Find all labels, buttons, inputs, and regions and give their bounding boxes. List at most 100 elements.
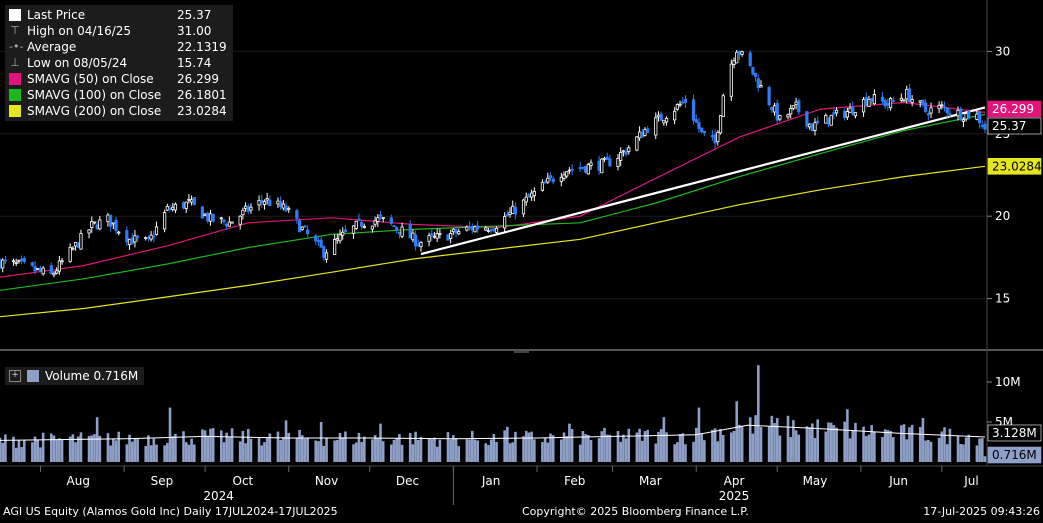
- volume-bar: [438, 439, 442, 462]
- candle-body: [17, 259, 21, 262]
- candle-body: [570, 168, 574, 171]
- volume-bar: [945, 444, 949, 462]
- legend-marker-icon: ⊤: [10, 24, 20, 37]
- volume-bar: [306, 438, 309, 462]
- volume-bar: [924, 440, 927, 462]
- expand-toggle-icon[interactable]: +: [9, 370, 21, 382]
- volume-bar: [201, 429, 204, 462]
- volume-bar: [678, 434, 682, 462]
- legend-row: SMAVG (100) on Close 26.1801: [9, 87, 227, 103]
- candle-body: [243, 205, 248, 209]
- volume-bar: [511, 442, 515, 462]
- candle-body: [362, 226, 366, 228]
- volume-bar: [174, 433, 177, 462]
- volume-bar: [363, 436, 366, 462]
- volume-bar: [902, 424, 906, 462]
- volume-bar: [870, 425, 873, 462]
- candle-body: [106, 214, 110, 222]
- volume-bar: [112, 438, 115, 462]
- volume-bar: [163, 445, 166, 462]
- volume-bar: [608, 434, 612, 462]
- candle-body: [297, 220, 302, 233]
- candle-body: [241, 209, 245, 216]
- volume-bar: [835, 427, 838, 462]
- moving-averages: [0, 101, 986, 318]
- volume-bar: [738, 424, 741, 462]
- candle-body: [79, 233, 83, 250]
- volume-bar: [152, 438, 156, 462]
- candle-body: [211, 213, 215, 222]
- candle-body: [716, 131, 720, 143]
- volume-bar: [476, 440, 479, 462]
- candle-body: [505, 214, 509, 217]
- volume-bar: [433, 437, 436, 462]
- volume-bar: [748, 417, 752, 462]
- candle-body: [959, 108, 963, 121]
- volume-bar: [786, 415, 790, 462]
- volume-bar: [319, 422, 323, 462]
- candle-body: [87, 229, 91, 234]
- candle-body: [826, 117, 831, 124]
- volume-bar: [60, 439, 64, 462]
- volume-bar: [416, 440, 420, 462]
- volume-bar: [303, 438, 307, 462]
- month-label: Jun: [888, 474, 908, 488]
- volume-bar: [287, 432, 291, 462]
- volume-bar: [225, 432, 228, 462]
- legend-swatch: [9, 9, 21, 21]
- year-label: 2025: [719, 489, 750, 503]
- volume-bar: [962, 444, 965, 462]
- candle-body: [797, 100, 801, 113]
- volume-bar: [190, 438, 193, 462]
- volume-bar: [414, 431, 417, 462]
- volume-bar: [109, 445, 112, 462]
- volume-bar: [219, 430, 223, 462]
- candle-body: [230, 221, 234, 224]
- legend-swatch: [9, 105, 21, 117]
- volume-bar: [379, 423, 382, 462]
- volume-bar: [792, 420, 795, 462]
- candle-body: [486, 230, 491, 232]
- candle-body: [635, 136, 639, 151]
- volume-bar: [52, 435, 56, 462]
- volume-bar: [597, 438, 601, 462]
- candle-body: [605, 156, 609, 160]
- candle-body: [559, 176, 563, 182]
- legend-value: 26.1801: [177, 88, 227, 102]
- legend-row: Last Price 25.37: [9, 7, 227, 23]
- candle-body: [662, 119, 666, 124]
- volume-bar: [508, 443, 512, 462]
- month-label: Jul: [963, 474, 978, 488]
- volume-bar: [147, 435, 150, 462]
- volume-bar: [867, 434, 871, 462]
- volume-bar: [703, 440, 706, 462]
- volume-bar: [751, 433, 755, 462]
- volume-bar: [864, 436, 868, 462]
- candle-body: [343, 229, 348, 232]
- candle-body: [926, 113, 930, 116]
- candle-body: [190, 199, 194, 203]
- volume-bar: [487, 445, 490, 462]
- volume-bar: [244, 443, 247, 462]
- volume-bar: [603, 427, 606, 462]
- volume-bar: [700, 433, 703, 462]
- volume-bar: [713, 428, 717, 462]
- candle-body: [324, 252, 329, 260]
- candle-body: [144, 237, 148, 240]
- volume-bar: [533, 439, 536, 462]
- axes: 152025305M10MAugSepOctNovDecJanFebMarApr…: [0, 0, 1043, 505]
- candle-body: [306, 229, 310, 235]
- candle-body: [171, 206, 175, 210]
- candle-body: [872, 94, 876, 105]
- volume-bar: [959, 444, 963, 462]
- sma-line: [0, 165, 986, 318]
- candle-body: [268, 199, 272, 206]
- candle-body: [975, 113, 979, 120]
- candle-body: [314, 235, 318, 242]
- candle-body: [694, 119, 698, 123]
- candle-body: [681, 101, 685, 104]
- candle-body: [206, 212, 210, 222]
- volume-bar: [211, 428, 215, 462]
- candle-body: [373, 220, 377, 225]
- candle-body: [152, 235, 156, 238]
